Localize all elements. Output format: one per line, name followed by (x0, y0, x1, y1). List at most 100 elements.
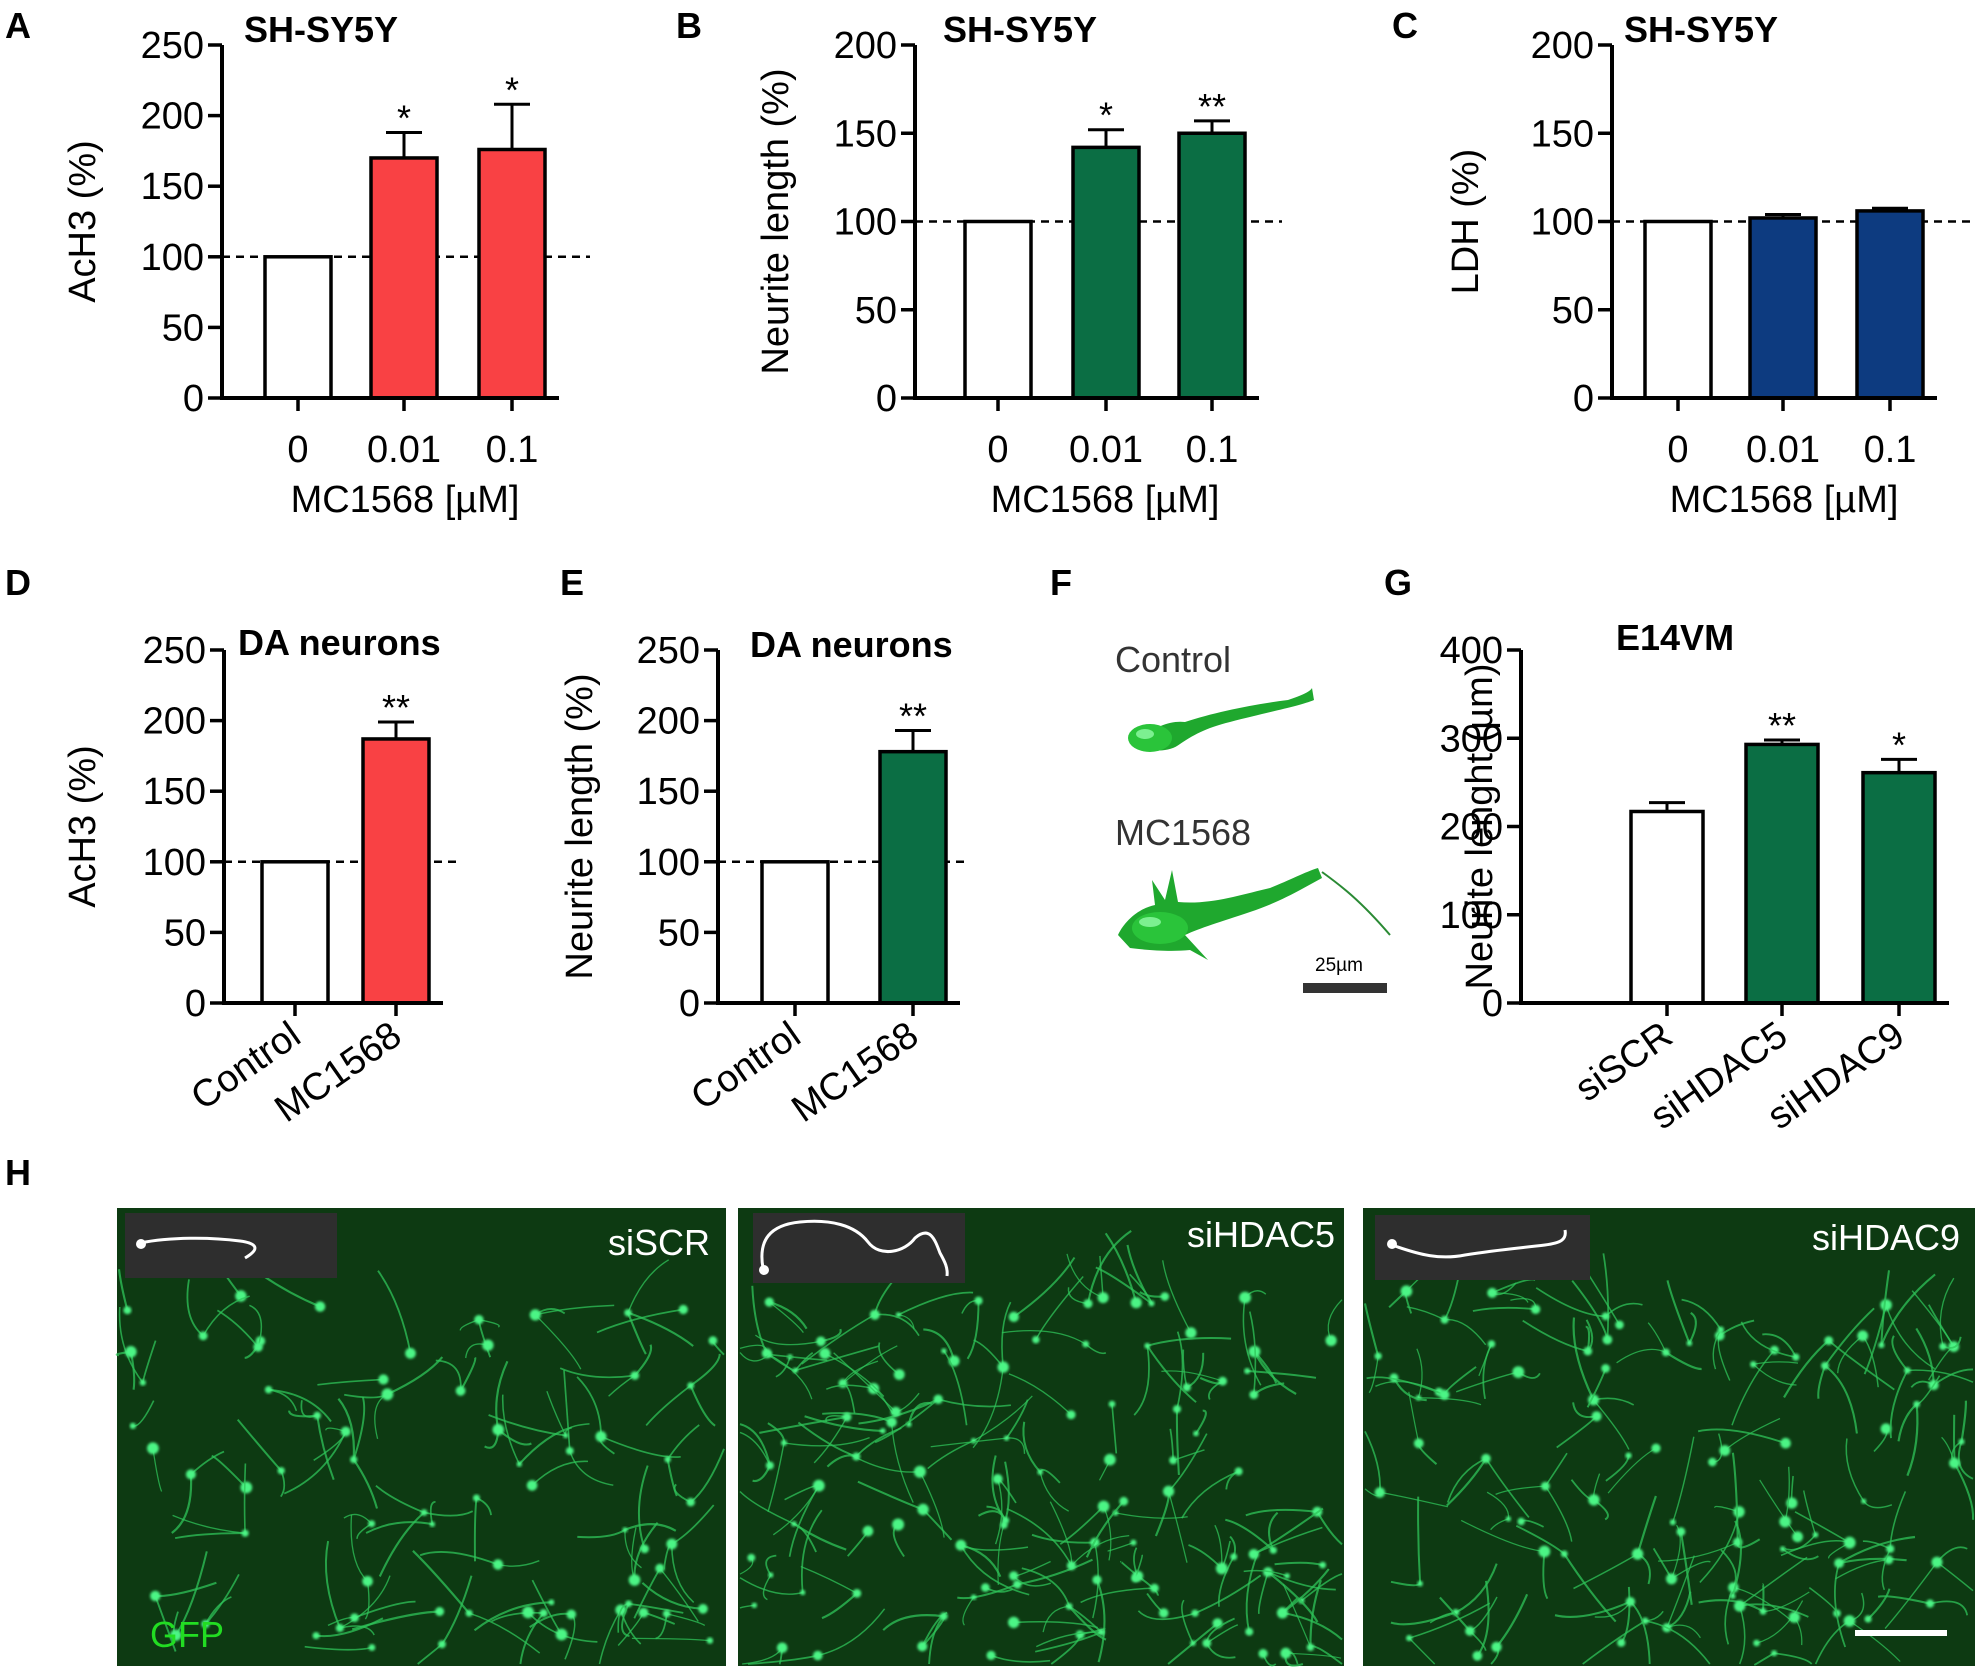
panel-letter-b: B (676, 5, 702, 46)
fluorescent-cell (1780, 1511, 1856, 1559)
cell-body (492, 1423, 505, 1436)
cell-body (1926, 1599, 1935, 1608)
neurite (1884, 1561, 1938, 1629)
fluorescent-cell (1486, 1491, 1511, 1531)
neurite (768, 1354, 813, 1400)
neurite (631, 1637, 710, 1642)
neurite (759, 1415, 848, 1434)
neurite (1137, 1610, 1196, 1621)
fluorescent-cell (216, 1304, 263, 1352)
fluorescent-cell (288, 1400, 335, 1481)
y-tick-label: 200 (143, 701, 206, 743)
y-axis-label: Neurite length (%) (559, 673, 601, 979)
y-tick-label: 0 (876, 378, 897, 420)
y-tick-label: 200 (1440, 807, 1503, 849)
y-tick-label: 0 (1573, 378, 1594, 420)
neurite (1881, 1548, 1891, 1591)
neurite (1849, 1620, 1901, 1663)
fluorescent-cell (150, 1581, 217, 1652)
cell-body (1780, 1437, 1791, 1449)
cell-body (1239, 1291, 1251, 1304)
fluorescent-cell (1586, 1364, 1610, 1408)
neurite (739, 1352, 770, 1362)
fluorescent-cell (488, 1390, 590, 1439)
neurite (624, 1529, 642, 1569)
neurite (1731, 1520, 1742, 1597)
y-tick-label: 150 (637, 771, 700, 813)
neurite (1243, 1569, 1288, 1577)
cell-body (555, 1628, 568, 1641)
cell-body (895, 1312, 902, 1318)
cell-body (1374, 1352, 1382, 1360)
neurite (1824, 1307, 1875, 1367)
chart-panel-d: DDA neurons**050100150200250ControlMC156… (5, 562, 462, 1131)
cell-body (917, 1641, 928, 1652)
cell-body (565, 1447, 574, 1455)
neurite (930, 1437, 1007, 1448)
fluorescent-cell (1652, 1524, 1711, 1585)
fluorescent-cell (617, 1600, 684, 1638)
neurite (751, 1285, 768, 1354)
fluorescent-cell (986, 1650, 1051, 1663)
neurite (316, 1415, 335, 1481)
neurite (1167, 1491, 1188, 1563)
x-category-label: 0 (1667, 429, 1688, 471)
chart-title: DA neurons (238, 622, 441, 663)
fluorescent-cell (1556, 1402, 1602, 1449)
y-tick-label: 100 (141, 237, 204, 279)
neurite (569, 1450, 614, 1486)
neurite (666, 1459, 678, 1497)
cell-body (662, 1609, 671, 1618)
cell-body (664, 1456, 671, 1463)
fluorescent-cell (1406, 1602, 1491, 1665)
neurite (1753, 1361, 1799, 1365)
cell-body (473, 1494, 480, 1502)
cell-body (1097, 1500, 1110, 1513)
fluorescent-cell (1478, 1340, 1496, 1400)
fluorescent-cell (847, 1525, 874, 1557)
neurite (997, 1524, 1005, 1585)
cell-body (1013, 1580, 1022, 1589)
fluorescent-cell (1605, 1452, 1632, 1482)
cell-body (1065, 1603, 1073, 1610)
cell-body (1792, 1531, 1803, 1543)
cell-body (185, 1469, 196, 1480)
fluorescent-cell (563, 1370, 614, 1486)
neurite (689, 1385, 716, 1427)
fluorescent-cell (236, 1418, 286, 1498)
cell-body (687, 1382, 695, 1389)
neurite (365, 1521, 433, 1534)
cell-body (630, 1371, 640, 1380)
cell-body (350, 1613, 359, 1622)
cell-body (1230, 1553, 1238, 1561)
fluorescent-cell (1616, 1322, 1702, 1371)
neurite (960, 1544, 1030, 1596)
fluorescent-cell (377, 1270, 416, 1359)
fluorescent-cell (201, 1573, 240, 1629)
neurite (1485, 1458, 1530, 1518)
fluorescent-cell (878, 1342, 905, 1380)
fluorescent-cell (981, 1583, 1013, 1593)
fluorescent-cell (1217, 1535, 1238, 1607)
fluorescent-cell (343, 1513, 376, 1539)
y-tick-label: 100 (637, 842, 700, 884)
neurite (690, 1448, 725, 1503)
cell-body (526, 1480, 538, 1491)
fluorescent-cell (1248, 1507, 1324, 1560)
fluorescent-cell (1941, 1414, 1975, 1520)
neurite (1833, 1562, 1847, 1648)
cell-body (1505, 1516, 1511, 1522)
cell-body (1104, 1453, 1116, 1466)
neurite (1877, 1595, 1931, 1605)
chart-title: SH-SY5Y (943, 9, 1097, 50)
y-tick-label: 100 (834, 202, 897, 244)
fluorescent-cell (747, 1608, 886, 1665)
fluorescent-cell (1570, 1473, 1609, 1521)
fluorescent-cell (1582, 1610, 1711, 1665)
y-tick-label: 0 (1482, 983, 1503, 1025)
neurite (1891, 1335, 1909, 1372)
fluorescent-cell (617, 1607, 676, 1646)
neurite (1416, 1348, 1423, 1398)
neurite (824, 1352, 885, 1397)
x-category-label: 0.1 (1186, 429, 1239, 471)
